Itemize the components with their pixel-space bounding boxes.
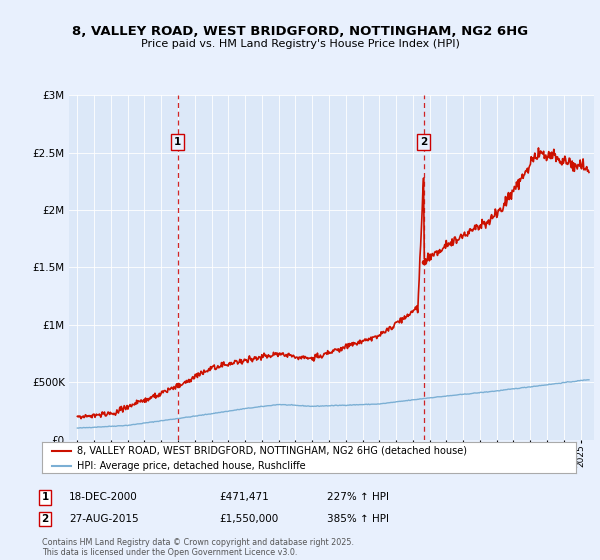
Text: Price paid vs. HM Land Registry's House Price Index (HPI): Price paid vs. HM Land Registry's House … [140,39,460,49]
Text: 8, VALLEY ROAD, WEST BRIDGFORD, NOTTINGHAM, NG2 6HG (detached house): 8, VALLEY ROAD, WEST BRIDGFORD, NOTTINGH… [77,446,467,456]
Text: £1,550,000: £1,550,000 [219,514,278,524]
Text: 2: 2 [420,137,427,147]
Text: 27-AUG-2015: 27-AUG-2015 [69,514,139,524]
Text: HPI: Average price, detached house, Rushcliffe: HPI: Average price, detached house, Rush… [77,461,305,472]
Text: £471,471: £471,471 [219,492,269,502]
Text: 1: 1 [41,492,49,502]
Text: Contains HM Land Registry data © Crown copyright and database right 2025.
This d: Contains HM Land Registry data © Crown c… [42,538,354,557]
Text: 2: 2 [41,514,49,524]
Text: 227% ↑ HPI: 227% ↑ HPI [327,492,389,502]
Text: 385% ↑ HPI: 385% ↑ HPI [327,514,389,524]
Text: 1: 1 [174,137,181,147]
Text: 18-DEC-2000: 18-DEC-2000 [69,492,138,502]
Text: 8, VALLEY ROAD, WEST BRIDGFORD, NOTTINGHAM, NG2 6HG: 8, VALLEY ROAD, WEST BRIDGFORD, NOTTINGH… [72,25,528,38]
